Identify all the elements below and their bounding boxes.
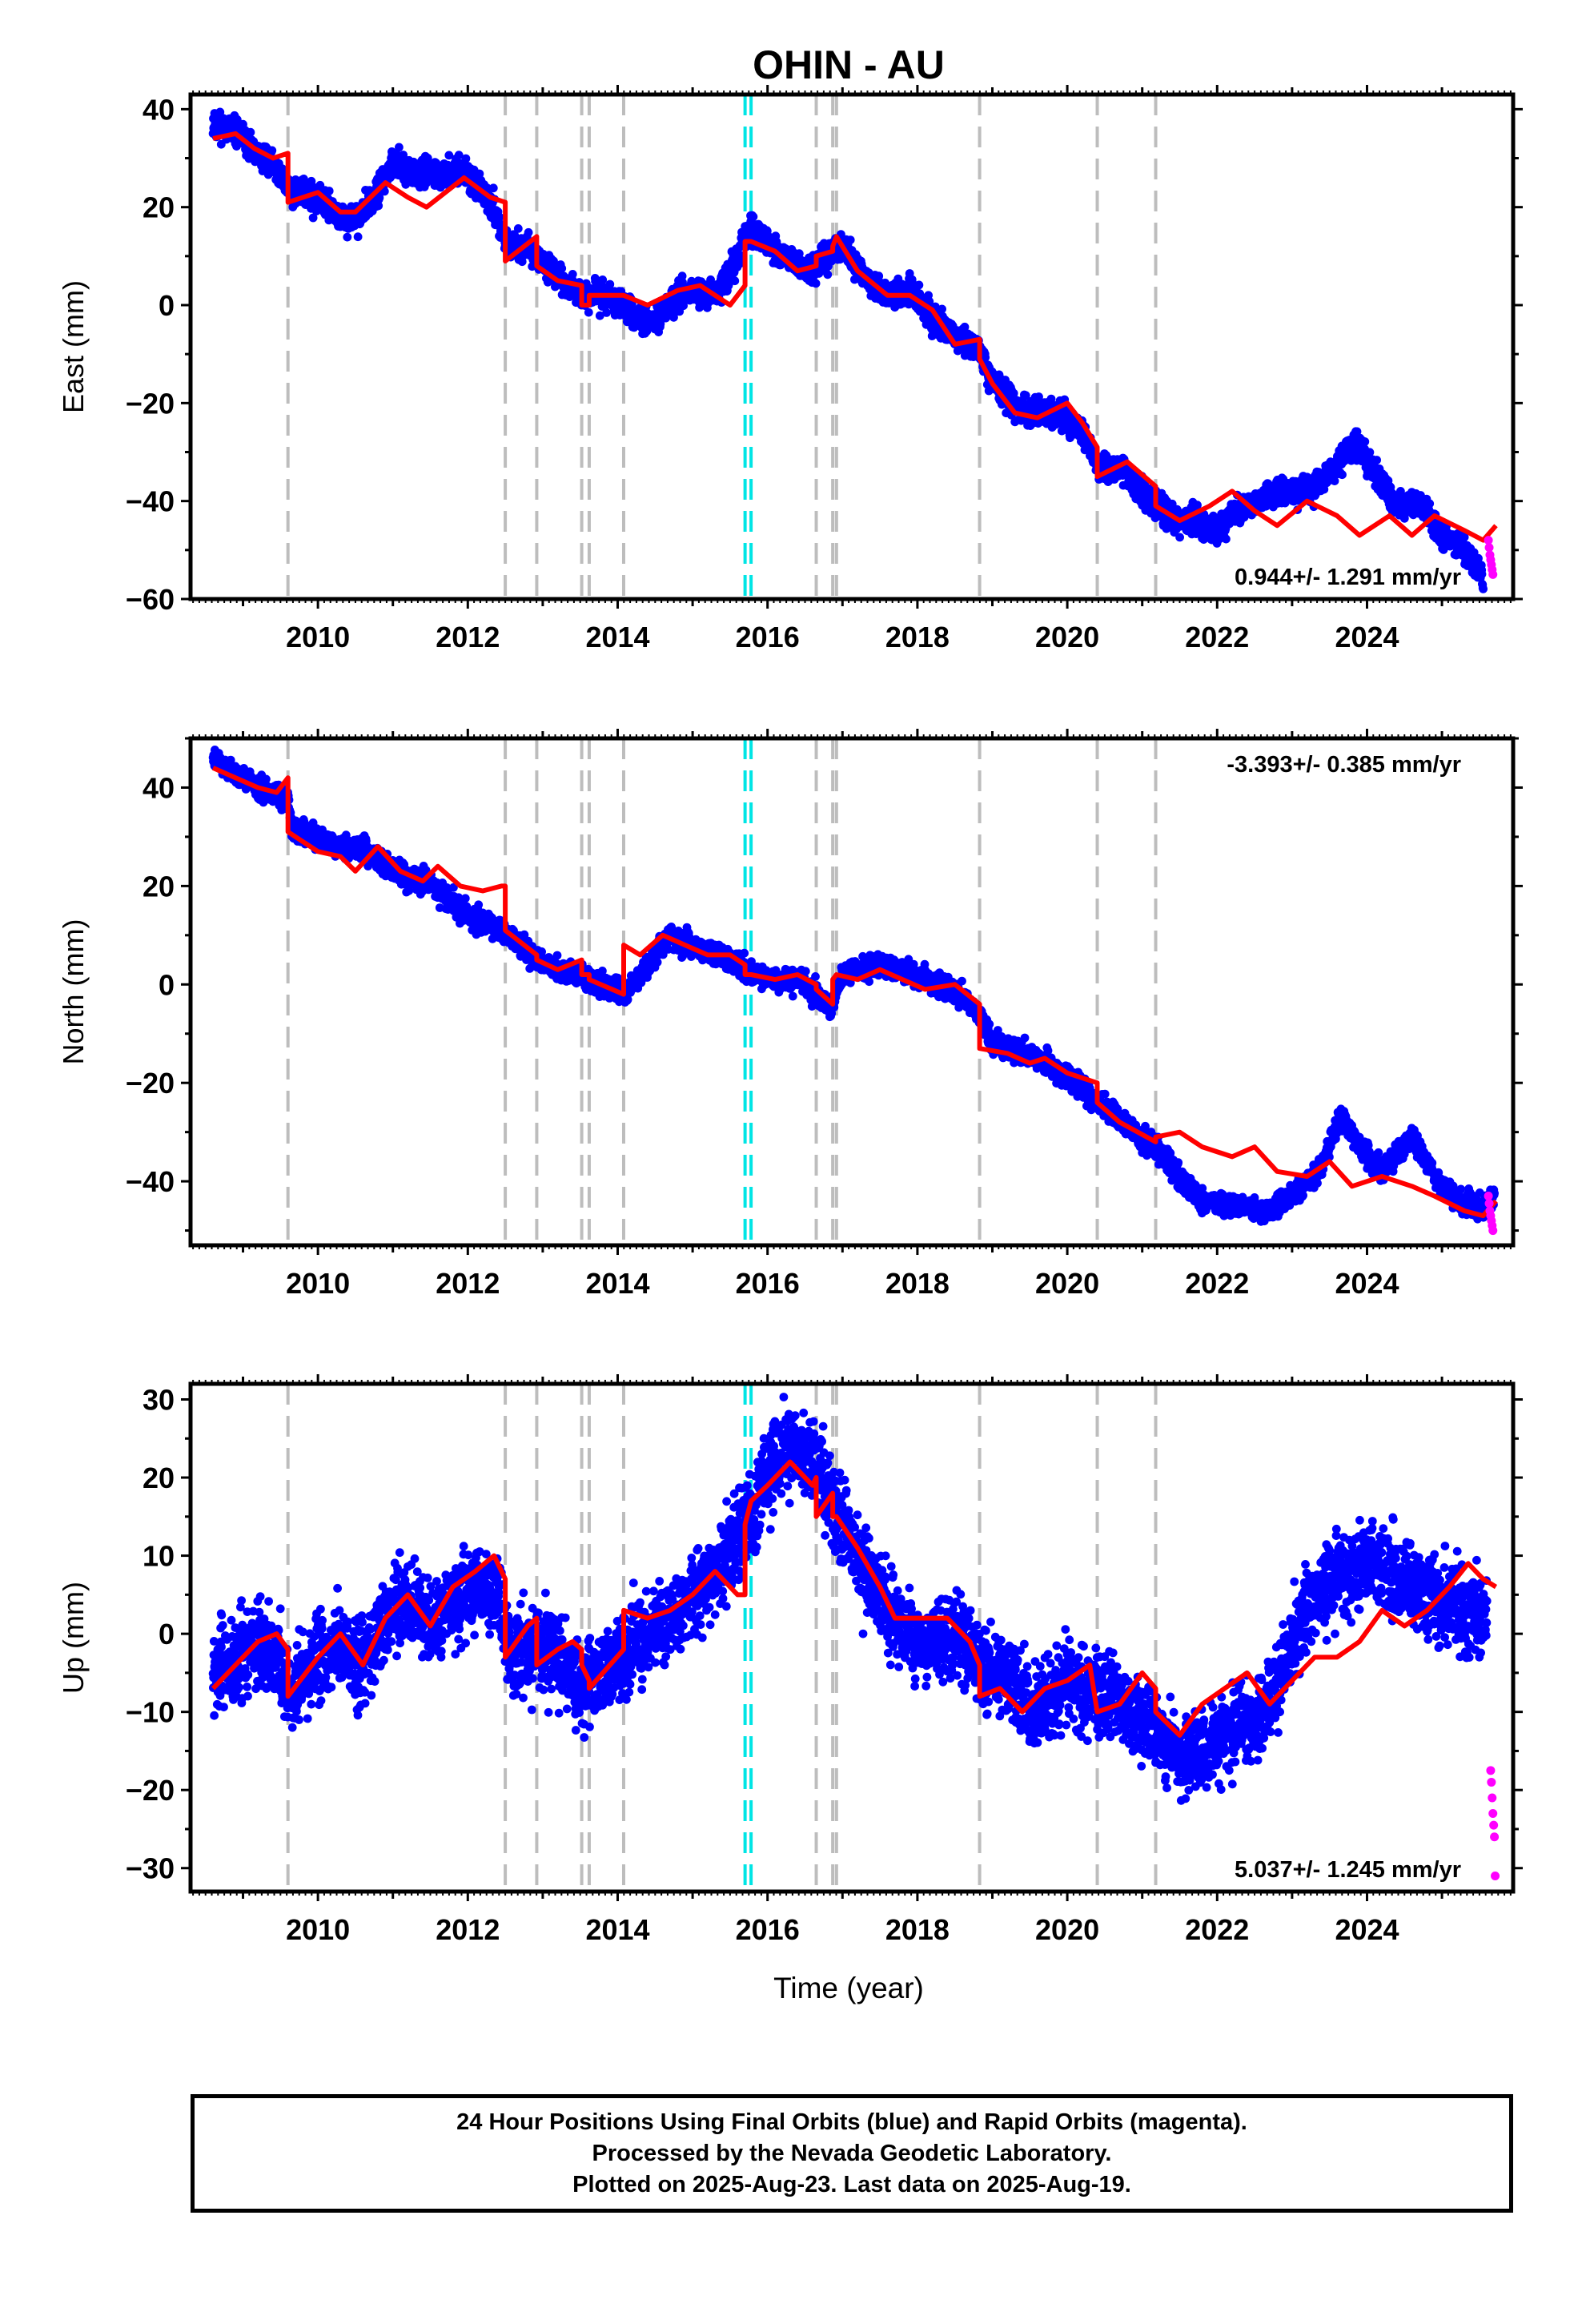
final-orbit-point <box>584 308 593 317</box>
final-orbit-point <box>598 275 608 284</box>
x-tick-label: 2012 <box>436 621 500 653</box>
final-orbit-point <box>1330 476 1339 485</box>
plot-area <box>208 738 1499 1245</box>
chart-title: OHIN - AU <box>753 42 945 87</box>
final-orbit-point <box>1352 427 1362 436</box>
final-orbit-point <box>483 183 492 193</box>
rapid-orbit-point <box>1484 543 1494 553</box>
final-orbit-point <box>938 304 946 314</box>
final-orbit-point <box>1034 392 1043 401</box>
plot-area <box>208 94 1498 599</box>
final-orbit-point <box>914 280 924 290</box>
final-orbit-point <box>1360 437 1370 446</box>
final-orbit-point <box>1046 394 1056 404</box>
final-orbit-point <box>379 187 389 196</box>
final-orbit-point <box>811 279 821 288</box>
final-orbits-series <box>208 107 1488 593</box>
final-orbit-point <box>749 212 758 221</box>
x-tick-label: 2018 <box>885 621 950 653</box>
y-tick-label: −40 <box>126 485 175 518</box>
final-orbit-point <box>1338 470 1347 480</box>
final-orbit-point <box>1425 499 1435 509</box>
y-axis-label: East (mm) <box>57 280 90 413</box>
rapid-orbits-series <box>1484 536 1498 579</box>
final-orbit-point <box>794 249 804 259</box>
final-orbit-point <box>444 151 454 160</box>
final-orbit-point <box>1175 533 1184 542</box>
final-orbit-point <box>1460 533 1469 542</box>
final-orbit-point <box>375 193 384 203</box>
final-orbit-point <box>423 154 432 163</box>
final-orbit-point <box>595 311 604 320</box>
final-orbits-series <box>208 746 1499 1226</box>
final-orbit-point <box>510 231 520 240</box>
final-orbit-point <box>262 774 271 784</box>
final-orbit-point <box>568 270 577 279</box>
final-orbit-point <box>343 232 352 242</box>
panel-frame <box>188 92 1516 601</box>
final-orbit-point <box>1009 388 1018 398</box>
final-orbit-point <box>845 235 855 244</box>
x-axis-label: Time (year) <box>773 1972 924 2004</box>
x-tick-label: 2014 <box>585 621 649 653</box>
final-orbit-point <box>605 279 615 289</box>
final-orbit-point <box>488 183 498 193</box>
final-orbit-point <box>1477 569 1487 579</box>
final-orbit-point <box>960 322 970 332</box>
final-orbit-point <box>232 142 241 151</box>
final-orbit-point <box>475 169 484 179</box>
final-orbit-point <box>374 201 383 211</box>
final-orbit-point <box>678 278 687 287</box>
final-orbit-point <box>461 154 471 163</box>
x-tick-label: 2020 <box>1035 621 1099 653</box>
final-orbit-point <box>246 127 255 137</box>
final-orbit-point <box>1193 501 1202 510</box>
model-line <box>212 131 1498 543</box>
x-tick-label: 2022 <box>1185 621 1249 653</box>
final-orbit-point <box>1222 534 1231 544</box>
final-orbit-point <box>602 308 611 317</box>
final-orbit-point <box>454 151 464 160</box>
y-tick-label: −60 <box>126 583 175 616</box>
final-orbit-point <box>1399 513 1409 523</box>
final-orbit-point <box>557 263 567 273</box>
final-orbit-point <box>353 232 363 242</box>
final-orbit-point <box>823 270 833 279</box>
final-orbit-point <box>677 271 687 281</box>
y-tick-label: 0 <box>159 289 175 322</box>
rate-label: 0.944+/- 1.291 mm/yr <box>1235 565 1461 590</box>
panel-north: 2010 2012 2014 2016 2018 2020 2022 2024−40−2002… <box>57 729 1523 1300</box>
final-orbit-point <box>730 276 740 286</box>
panel-east: 2010 2012 2014 2016 2018 2020 2022 2024 −60 −40 −2… <box>57 85 1523 653</box>
rapid-orbit-point <box>1488 569 1498 579</box>
y-tick-label: 40 <box>143 93 175 126</box>
rapid-orbit-point <box>1484 536 1493 545</box>
final-orbit-point <box>308 213 318 223</box>
panels: 2010 2012 2014 2016 2018 2020 2022 2024 −60 −40 −2… <box>57 85 1523 1946</box>
final-orbit-point <box>981 352 990 362</box>
y-tick-label: 20 <box>143 191 175 224</box>
final-orbit-point <box>495 212 504 222</box>
final-orbit-point <box>324 187 334 195</box>
x-tick-label: 2016 <box>736 621 800 653</box>
final-orbit-point <box>1365 448 1375 457</box>
final-orbit-point <box>1479 585 1488 593</box>
x-tick-label: 2024 <box>1335 621 1399 653</box>
y-tick-label: −20 <box>126 387 175 420</box>
final-orbit-point <box>267 146 277 155</box>
final-orbit-point <box>513 224 523 233</box>
final-orbit-point <box>1021 391 1030 400</box>
final-orbit-point <box>1372 456 1381 464</box>
final-orbit-point <box>1474 553 1483 563</box>
final-orbit-point <box>524 227 533 237</box>
final-orbit-point <box>735 259 745 268</box>
final-orbit-point <box>395 143 404 152</box>
x-tick-label: 2010 <box>286 621 350 653</box>
final-orbit-point <box>925 296 934 306</box>
